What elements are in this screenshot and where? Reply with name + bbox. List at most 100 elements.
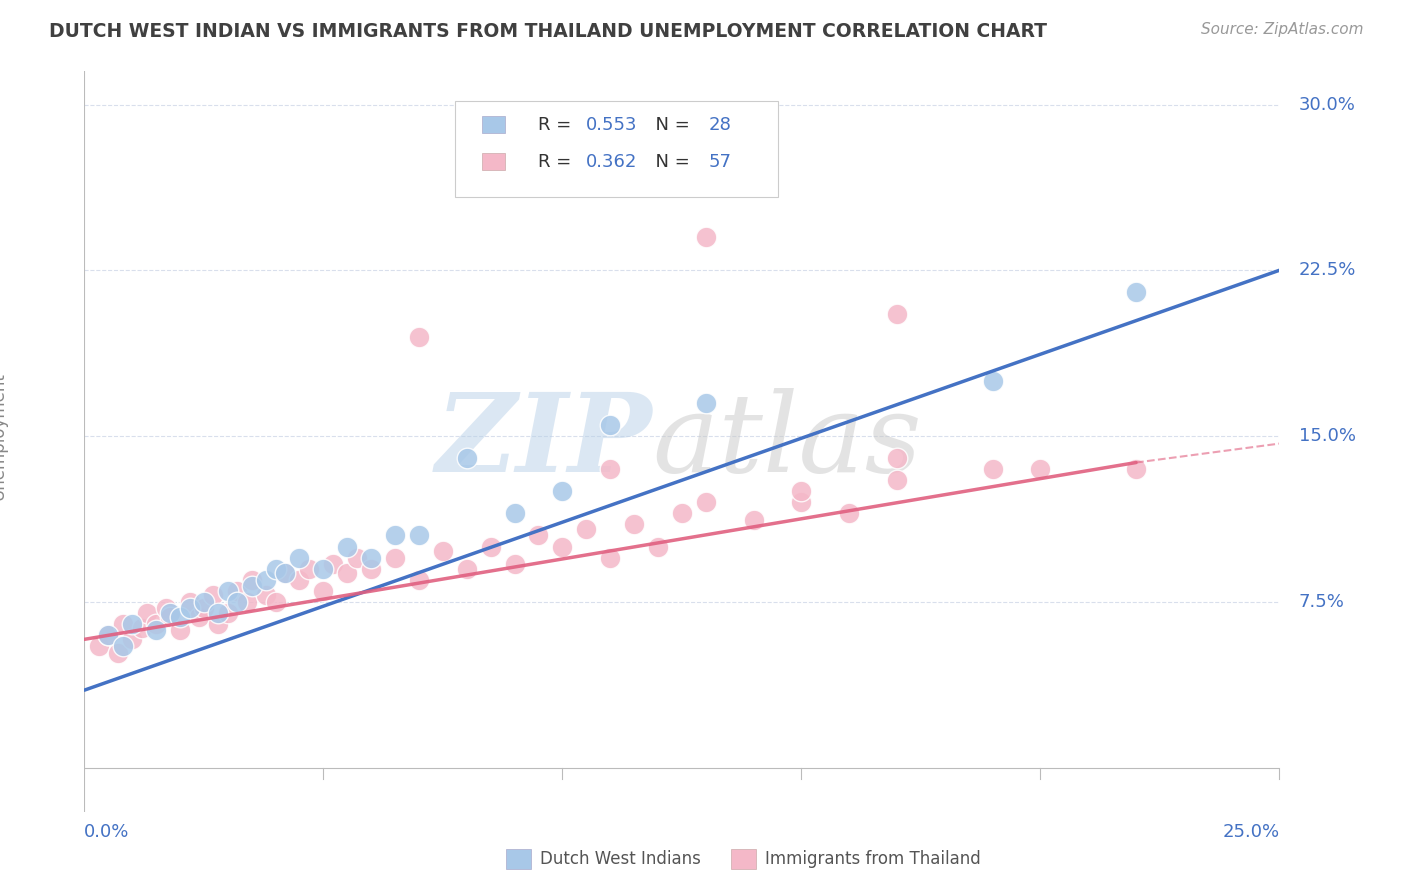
Text: 22.5%: 22.5% — [1299, 261, 1355, 279]
Point — [159, 610, 181, 624]
Point — [322, 558, 344, 572]
Point — [599, 417, 621, 432]
Point — [742, 513, 765, 527]
Text: atlas: atlas — [652, 388, 922, 495]
Text: 15.0%: 15.0% — [1299, 427, 1355, 445]
Point — [384, 528, 406, 542]
Point — [695, 396, 717, 410]
Point — [236, 595, 259, 609]
Point — [551, 540, 574, 554]
Point — [981, 374, 1004, 388]
Point — [264, 595, 287, 609]
Text: 25.0%: 25.0% — [1222, 822, 1279, 841]
Point — [346, 550, 368, 565]
Point — [503, 558, 526, 572]
Point — [264, 561, 287, 575]
Point — [671, 507, 693, 521]
Text: R =: R = — [538, 117, 578, 135]
Point — [155, 601, 177, 615]
Point — [240, 573, 263, 587]
Text: N =: N = — [644, 153, 695, 171]
Text: N =: N = — [644, 117, 695, 135]
Point — [695, 495, 717, 509]
Point — [169, 624, 191, 638]
Text: 57: 57 — [709, 153, 731, 171]
Point — [193, 601, 215, 615]
Point — [207, 606, 229, 620]
Point — [226, 595, 249, 609]
Point — [886, 451, 908, 466]
Point — [360, 550, 382, 565]
Point — [527, 528, 550, 542]
Point — [145, 616, 167, 631]
Point — [159, 606, 181, 620]
Text: ZIP: ZIP — [436, 388, 652, 495]
Text: Unemployment: Unemployment — [0, 372, 7, 500]
Point — [838, 507, 860, 521]
Point — [288, 573, 311, 587]
Point — [551, 484, 574, 499]
Point — [312, 561, 335, 575]
Point — [121, 632, 143, 647]
Text: 0.362: 0.362 — [586, 153, 638, 171]
Text: Source: ZipAtlas.com: Source: ZipAtlas.com — [1201, 22, 1364, 37]
Text: Dutch West Indians: Dutch West Indians — [540, 850, 700, 868]
Point — [288, 550, 311, 565]
Point — [886, 473, 908, 487]
Point — [336, 540, 359, 554]
Point — [121, 616, 143, 631]
Point — [456, 451, 478, 466]
Point — [226, 583, 249, 598]
Point — [107, 646, 129, 660]
Point — [384, 550, 406, 565]
Point — [111, 616, 134, 631]
Point — [1125, 285, 1147, 300]
Point — [360, 561, 382, 575]
Point — [97, 628, 120, 642]
Point — [202, 588, 225, 602]
Text: 7.5%: 7.5% — [1299, 593, 1344, 611]
Point — [503, 507, 526, 521]
Text: R =: R = — [538, 153, 578, 171]
Point — [87, 639, 110, 653]
Point — [1125, 462, 1147, 476]
Point — [432, 544, 454, 558]
Point — [599, 550, 621, 565]
Point — [179, 595, 201, 609]
Point — [179, 601, 201, 615]
Point — [336, 566, 359, 580]
FancyBboxPatch shape — [456, 101, 778, 197]
Point — [217, 606, 239, 620]
Point — [575, 522, 598, 536]
Point — [886, 308, 908, 322]
Point — [408, 573, 430, 587]
Text: 28: 28 — [709, 117, 731, 135]
Point — [217, 583, 239, 598]
Point — [298, 561, 321, 575]
Point — [207, 616, 229, 631]
Text: 0.553: 0.553 — [586, 117, 638, 135]
Point — [97, 628, 120, 642]
Point — [790, 484, 813, 499]
Point — [135, 606, 157, 620]
Point — [254, 573, 277, 587]
Point — [1029, 462, 1052, 476]
Point — [254, 588, 277, 602]
Point — [623, 517, 645, 532]
Point — [695, 230, 717, 244]
Point — [145, 624, 167, 638]
Point — [274, 566, 297, 580]
Text: DUTCH WEST INDIAN VS IMMIGRANTS FROM THAILAND UNEMPLOYMENT CORRELATION CHART: DUTCH WEST INDIAN VS IMMIGRANTS FROM THA… — [49, 22, 1047, 41]
Point — [408, 329, 430, 343]
Point — [240, 579, 263, 593]
Text: 0.0%: 0.0% — [84, 822, 129, 841]
FancyBboxPatch shape — [482, 116, 505, 133]
Point — [456, 561, 478, 575]
Point — [131, 621, 153, 635]
Point — [193, 595, 215, 609]
Point — [790, 495, 813, 509]
Point — [274, 566, 297, 580]
Point — [408, 528, 430, 542]
Point — [188, 610, 211, 624]
FancyBboxPatch shape — [482, 153, 505, 169]
